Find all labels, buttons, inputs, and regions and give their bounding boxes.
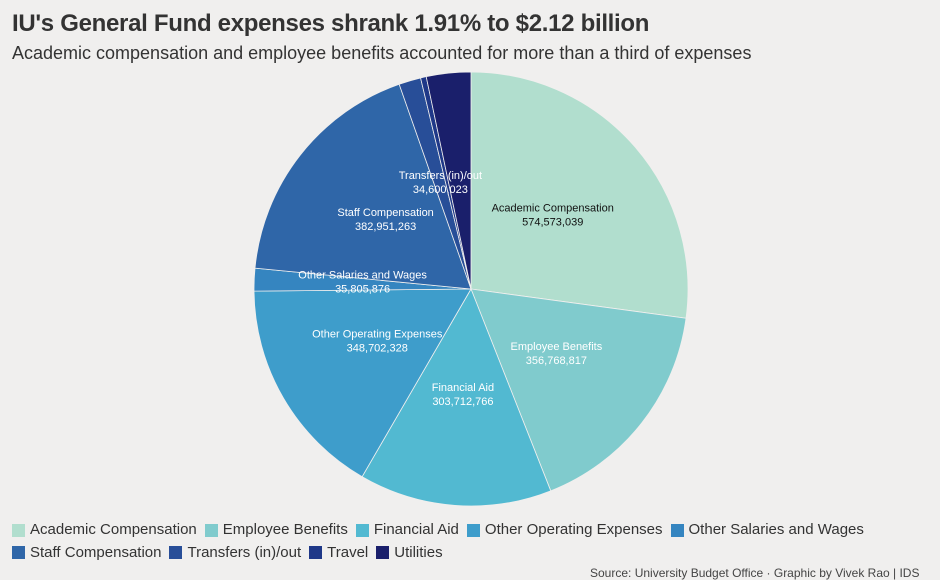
slice-label-name: Staff Compensation: [337, 207, 433, 219]
legend-item: Other Operating Expenses: [466, 520, 663, 540]
legend-label: Financial Aid: [373, 521, 459, 538]
pie-slice: [253, 288, 472, 478]
pie-slice: [361, 288, 552, 507]
pie-chart: Academic Compensation 574,573,039 Employee…: [253, 71, 689, 507]
slice-label-value: 356,768,817: [526, 355, 587, 367]
legend-label: Other Salaries and Wages: [688, 521, 864, 538]
legend: Academic Compensation Employee Benefits Fi…: [12, 520, 912, 565]
legend-label: Transfers (in)/out: [187, 543, 302, 561]
legend-label: Travel: [327, 543, 369, 561]
legend-item: Utilities: [376, 543, 443, 563]
legend-item: Other Salaries and Wages: [670, 520, 864, 540]
legend-swatch: [376, 546, 390, 559]
slice-label-name: Transfers (in)/out: [399, 170, 482, 182]
legend-item: Staff Compensation: [12, 543, 161, 563]
legend-swatch: [355, 523, 369, 537]
slice-label-value: 34,600,023: [413, 184, 468, 196]
slice-label-value: 35,805,876: [335, 283, 390, 295]
legend-item: Academic Compensation: [12, 520, 197, 540]
legend-swatch: [309, 546, 323, 559]
legend-swatch: [12, 523, 25, 537]
legend-swatch: [169, 546, 183, 559]
slice-label-value: 348,702,328: [347, 343, 408, 355]
chart-subtitle: Academic compensation and employee benef…: [12, 43, 752, 63]
legend-swatch: [466, 523, 480, 537]
legend-swatch: [12, 546, 25, 559]
legend-label: Employee Benefits: [222, 521, 348, 538]
slice-label-value: 382,951,263: [355, 221, 416, 233]
legend-swatch: [670, 523, 684, 537]
legend-label: Academic Compensation: [30, 521, 197, 538]
legend-item: Transfers (in)/out: [169, 543, 301, 563]
pie-slice: [425, 71, 472, 290]
slice-label-value: 303,712,766: [432, 396, 493, 408]
legend-label: Staff Compensation: [30, 543, 162, 561]
pie-slice: [470, 71, 689, 319]
slice-label-name: Academic Compensation: [492, 203, 614, 215]
legend-swatch: [204, 523, 218, 537]
legend-item: Employee Benefits: [204, 520, 348, 540]
source-note: Source: University Budget Office · Graph…: [590, 566, 920, 580]
slice-label-name: Employee Benefits: [511, 341, 603, 353]
slice-label-name: Other Operating Expenses: [312, 329, 443, 341]
legend-item: Financial Aid: [355, 520, 459, 540]
legend-item: Travel: [309, 543, 368, 563]
legend-label: Other Operating Expenses: [484, 521, 663, 538]
slice-label-name: Financial Aid: [432, 382, 494, 394]
legend-label: Utilities: [394, 543, 443, 561]
chart-title: IU's General Fund expenses shrank 1.91% …: [12, 10, 650, 37]
slice-label-name: Other Salaries and Wages: [298, 269, 427, 281]
slice-label-value: 574,573,039: [522, 217, 583, 229]
pie-slice: [470, 288, 687, 492]
